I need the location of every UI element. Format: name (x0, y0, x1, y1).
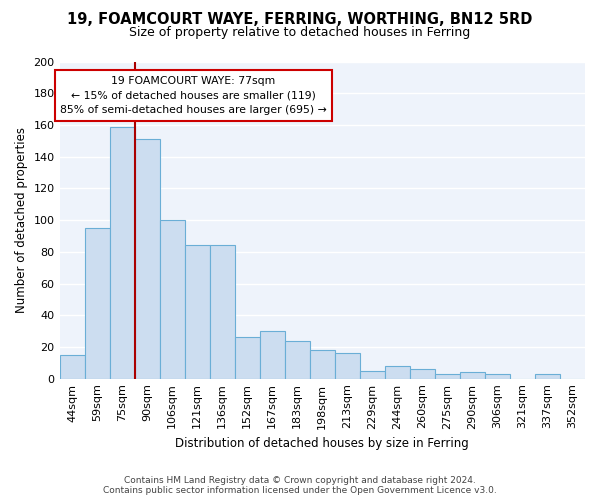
Bar (385, 366, 410, 378)
Bar (260, 331, 285, 378)
Bar (59, 355, 85, 378)
X-axis label: Distribution of detached houses by size in Ferring: Distribution of detached houses by size … (175, 437, 469, 450)
Text: Contains HM Land Registry data © Crown copyright and database right 2024.: Contains HM Land Registry data © Crown c… (124, 476, 476, 485)
Bar (285, 340, 310, 378)
Bar (209, 246, 235, 378)
Y-axis label: Number of detached properties: Number of detached properties (15, 127, 28, 313)
Text: Size of property relative to detached houses in Ferring: Size of property relative to detached ho… (130, 26, 470, 39)
Bar (235, 338, 260, 378)
Bar (335, 354, 360, 378)
Text: 19 FOAMCOURT WAYE: 77sqm
← 15% of detached houses are smaller (119)
85% of semi-: 19 FOAMCOURT WAYE: 77sqm ← 15% of detach… (60, 76, 327, 116)
Bar (435, 374, 460, 378)
Bar (160, 220, 185, 378)
Bar (134, 139, 160, 378)
Bar (85, 228, 110, 378)
Text: Contains public sector information licensed under the Open Government Licence v3: Contains public sector information licen… (103, 486, 497, 495)
Bar (410, 369, 435, 378)
Bar (310, 350, 335, 378)
Bar (185, 246, 209, 378)
Bar (485, 374, 510, 378)
Text: 19, FOAMCOURT WAYE, FERRING, WORTHING, BN12 5RD: 19, FOAMCOURT WAYE, FERRING, WORTHING, B… (67, 12, 533, 28)
Bar (110, 126, 134, 378)
Bar (535, 374, 560, 378)
Bar (360, 371, 385, 378)
Bar (460, 372, 485, 378)
